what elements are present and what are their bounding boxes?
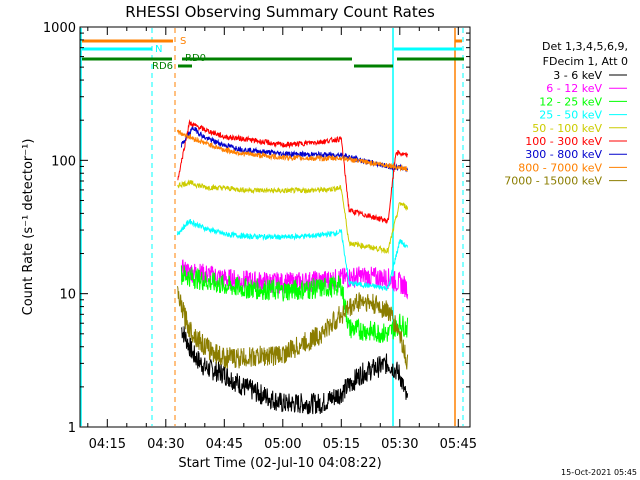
x-tick-label: 04:15 xyxy=(89,437,126,452)
legend-entry-label: 25 - 50 keV xyxy=(539,109,602,122)
x-tick-label: 05:00 xyxy=(264,437,301,452)
series-line-2 xyxy=(180,265,409,344)
chart-title: RHESSI Observing Summary Count Rates xyxy=(125,3,435,21)
y-tick-label: 1 xyxy=(68,421,76,436)
y-axis-label: Count Rate (s⁻¹ detector⁻¹) xyxy=(21,139,36,316)
legend-entry-label: 7000 - 15000 keV xyxy=(504,175,602,188)
x-tick-label: 05:30 xyxy=(381,437,418,452)
series-line-7 xyxy=(177,129,409,172)
y-axis: 1 10 100 1000 xyxy=(43,21,470,436)
legend-entry-label: 3 - 6 keV xyxy=(553,69,602,82)
y-tick-label: 1000 xyxy=(43,21,76,36)
x-axis: 04:15 04:30 04:45 05:00 05:15 05:30 05:45 xyxy=(87,27,477,452)
series-line-4 xyxy=(177,179,409,254)
x-tick-label: 05:45 xyxy=(440,437,477,452)
legend-entry-label: 300 - 800 keV xyxy=(525,148,602,161)
x-axis-label: Start Time (02-Jul-10 04:08:22) xyxy=(178,456,381,471)
x-tick-label: 04:45 xyxy=(206,437,243,452)
series-line-3 xyxy=(177,218,409,292)
y-tick-label: 100 xyxy=(51,154,76,169)
flag-label-n: N xyxy=(155,44,162,55)
x-tick-label: 05:15 xyxy=(323,437,360,452)
legend-entry-label: 6 - 12 keV xyxy=(546,82,602,95)
series-line-6 xyxy=(180,126,409,173)
flag-label-rd0: RD0 xyxy=(185,53,206,64)
flag-label-rd6: RD6 xyxy=(152,61,173,72)
x-tick-label: 04:30 xyxy=(147,437,184,452)
legend-entry-label: 100 - 300 keV xyxy=(525,135,602,148)
flag-overlays: S N RD0 RD6 xyxy=(80,28,464,426)
flag-label-s: S xyxy=(180,36,186,47)
series-line-8 xyxy=(177,286,409,370)
series-lines xyxy=(177,119,409,415)
footer-timestamp: 15-Oct-2021 05:45 xyxy=(561,468,637,477)
legend-header: FDecim 1, Att 0 xyxy=(543,55,628,68)
legend-entry-label: 50 - 100 keV xyxy=(532,122,602,135)
series-line-5 xyxy=(177,119,409,225)
legend: Det 1,3,4,5,6,9, FDecim 1, Att 03 - 6 keV… xyxy=(504,40,628,188)
legend-entry-label: 800 - 7000 keV xyxy=(518,161,602,174)
series-line-0 xyxy=(180,326,409,415)
legend-header: Det 1,3,4,5,6,9, xyxy=(542,40,628,53)
plot-frame xyxy=(79,26,471,428)
legend-entry-label: 12 - 25 keV xyxy=(539,95,602,108)
y-tick-label: 10 xyxy=(59,288,76,303)
